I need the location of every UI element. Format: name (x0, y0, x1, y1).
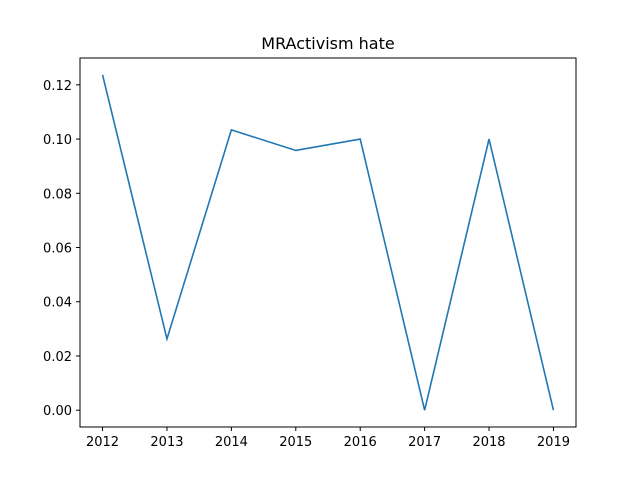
y-tick-label: 0.08 (43, 187, 72, 202)
x-tick-label: 2018 (472, 435, 505, 450)
x-tick-label: 2012 (86, 435, 119, 450)
series-line-0 (101, 74, 555, 411)
y-tick-label: 0.00 (43, 404, 72, 419)
y-axis: 0.00 0.02 0.04 0.06 0.08 0.10 0.12 (43, 79, 80, 419)
y-tick-label: 0.06 (43, 242, 72, 257)
x-axis: 2012 2013 2014 2015 2016 2017 2018 2019 (86, 427, 570, 450)
axes-frame (79, 57, 577, 428)
y-tick-label: 0.02 (43, 350, 72, 365)
y-tick-label: 0.04 (43, 296, 72, 311)
x-tick-label: 2017 (408, 435, 441, 450)
y-tick-label: 0.12 (43, 79, 72, 94)
chart-title: MRActivism hate (261, 34, 394, 53)
x-tick-label: 2015 (279, 435, 312, 450)
x-tick-label: 2016 (344, 435, 377, 450)
plot-area (101, 74, 555, 411)
y-tick-label: 0.10 (43, 133, 72, 148)
x-tick-label: 2019 (537, 435, 570, 450)
x-tick-label: 2014 (215, 435, 248, 450)
x-tick-label: 2013 (150, 435, 183, 450)
